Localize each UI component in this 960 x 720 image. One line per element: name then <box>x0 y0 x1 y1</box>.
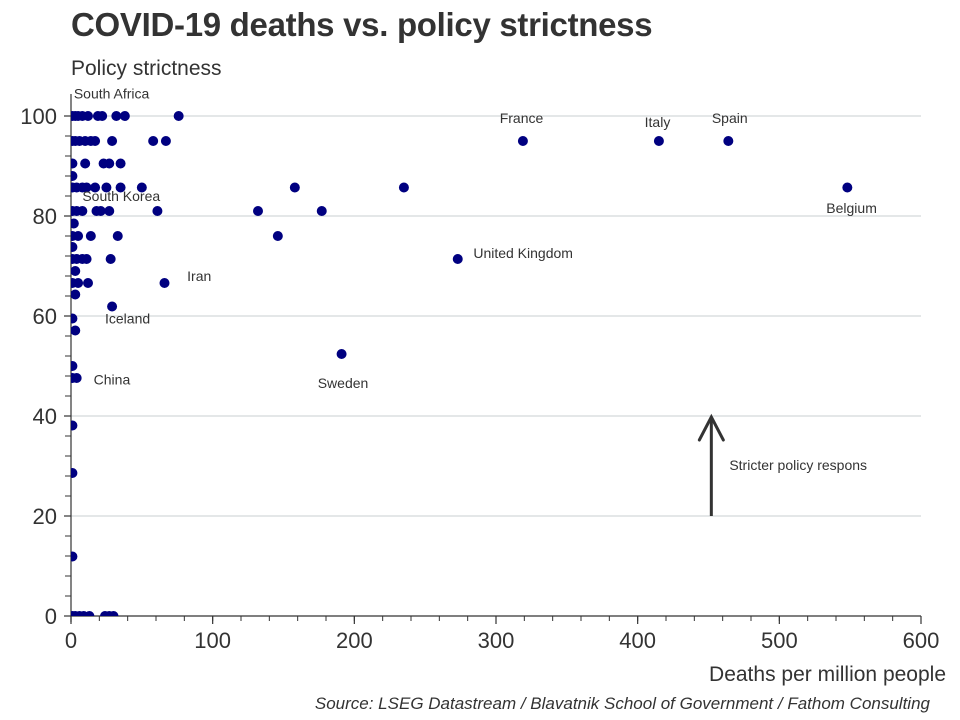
data-point <box>71 218 79 229</box>
data-point <box>95 206 106 216</box>
annotation-iceland: Iceland <box>105 311 150 327</box>
data-point <box>160 136 171 146</box>
y-tick-label: 0 <box>45 604 57 629</box>
x-tick-label: 600 <box>903 628 940 653</box>
data-point <box>108 611 119 616</box>
annotation-iran: Iran <box>187 268 211 284</box>
data-point <box>73 231 84 241</box>
data-point <box>73 278 84 288</box>
x-tick-label: 0 <box>65 628 77 653</box>
data-point <box>253 206 263 216</box>
data-point <box>71 361 78 371</box>
data-point <box>84 611 95 616</box>
data-point <box>81 254 92 264</box>
data-point <box>71 325 81 336</box>
data-point <box>136 182 147 193</box>
axes: 0 20 40 60 80 100 0 100 200 300 400 500 600 <box>20 94 939 653</box>
x-tick-label: 100 <box>194 628 231 653</box>
data-point <box>842 182 853 193</box>
data-point <box>107 136 118 146</box>
data-point <box>452 254 463 264</box>
annotation-france: France <box>500 110 544 126</box>
data-point <box>173 111 184 121</box>
annotation-china: China <box>94 372 131 388</box>
data-point <box>115 182 126 193</box>
annotation-united-kingdom: United Kingdom <box>473 245 573 261</box>
data-point <box>111 111 122 121</box>
data-point <box>90 136 101 146</box>
y-tick-label: 100 <box>20 104 57 129</box>
arrow-label: Stricter policy respons <box>729 457 867 473</box>
gridlines <box>71 115 921 517</box>
data-point <box>85 231 96 241</box>
data-point <box>71 551 78 562</box>
data-point <box>316 206 327 216</box>
y-tick-label: 60 <box>33 304 57 329</box>
data-point <box>104 158 115 169</box>
data-points <box>71 111 853 616</box>
data-point <box>107 301 118 312</box>
data-point <box>336 349 347 359</box>
annotation-sweden: Sweden <box>318 375 369 391</box>
data-point <box>653 136 664 146</box>
data-point <box>119 111 130 121</box>
x-axis-label: Deaths per million people <box>709 663 946 686</box>
annotations: South Africa South Korea Iran Iceland China F… <box>74 86 877 392</box>
data-point <box>159 278 170 288</box>
data-point <box>81 182 92 193</box>
data-point <box>152 206 163 216</box>
data-point <box>71 468 78 478</box>
data-point <box>71 266 81 276</box>
data-point <box>71 171 78 181</box>
data-point <box>83 111 93 121</box>
data-point <box>104 206 115 216</box>
data-point <box>71 420 78 431</box>
annotation-italy: Italy <box>645 114 671 130</box>
chart-title: COVID-19 deaths vs. policy strictness <box>71 6 653 43</box>
data-point <box>115 158 126 169</box>
data-point <box>80 158 91 169</box>
arrow-head-icon <box>697 413 725 442</box>
data-point <box>289 182 300 193</box>
data-point <box>71 313 78 324</box>
annotation-south-africa: South Africa <box>74 86 150 102</box>
annotation-belgium: Belgium <box>826 200 877 216</box>
data-point <box>71 242 78 252</box>
data-point <box>517 136 528 146</box>
stricter-policy-arrow: Stricter policy respons <box>697 413 867 516</box>
data-point <box>71 289 81 300</box>
y-tick-label: 40 <box>33 404 57 429</box>
data-point <box>83 278 93 288</box>
x-tick-label: 500 <box>761 628 798 653</box>
y-tick-label: 80 <box>33 204 57 229</box>
data-point <box>148 136 159 146</box>
annotation-spain: Spain <box>712 110 748 126</box>
data-point <box>97 111 108 121</box>
y-tick-label: 20 <box>33 504 57 529</box>
data-point <box>272 231 283 241</box>
annotation-south-korea: South Korea <box>82 188 160 204</box>
data-point <box>90 182 101 193</box>
data-point <box>398 182 409 193</box>
data-point <box>71 158 78 169</box>
x-tick-label: 400 <box>619 628 656 653</box>
data-point <box>101 182 112 193</box>
data-point <box>105 254 116 264</box>
y-axis-label: Policy strictness <box>71 57 222 80</box>
data-point <box>112 231 123 241</box>
data-point <box>77 206 88 216</box>
data-point <box>71 373 82 383</box>
x-tick-label: 300 <box>478 628 515 653</box>
source-note: Source: LSEG Datastream / Blavatnik Scho… <box>314 694 930 713</box>
data-point <box>723 136 734 146</box>
x-tick-label: 200 <box>336 628 373 653</box>
